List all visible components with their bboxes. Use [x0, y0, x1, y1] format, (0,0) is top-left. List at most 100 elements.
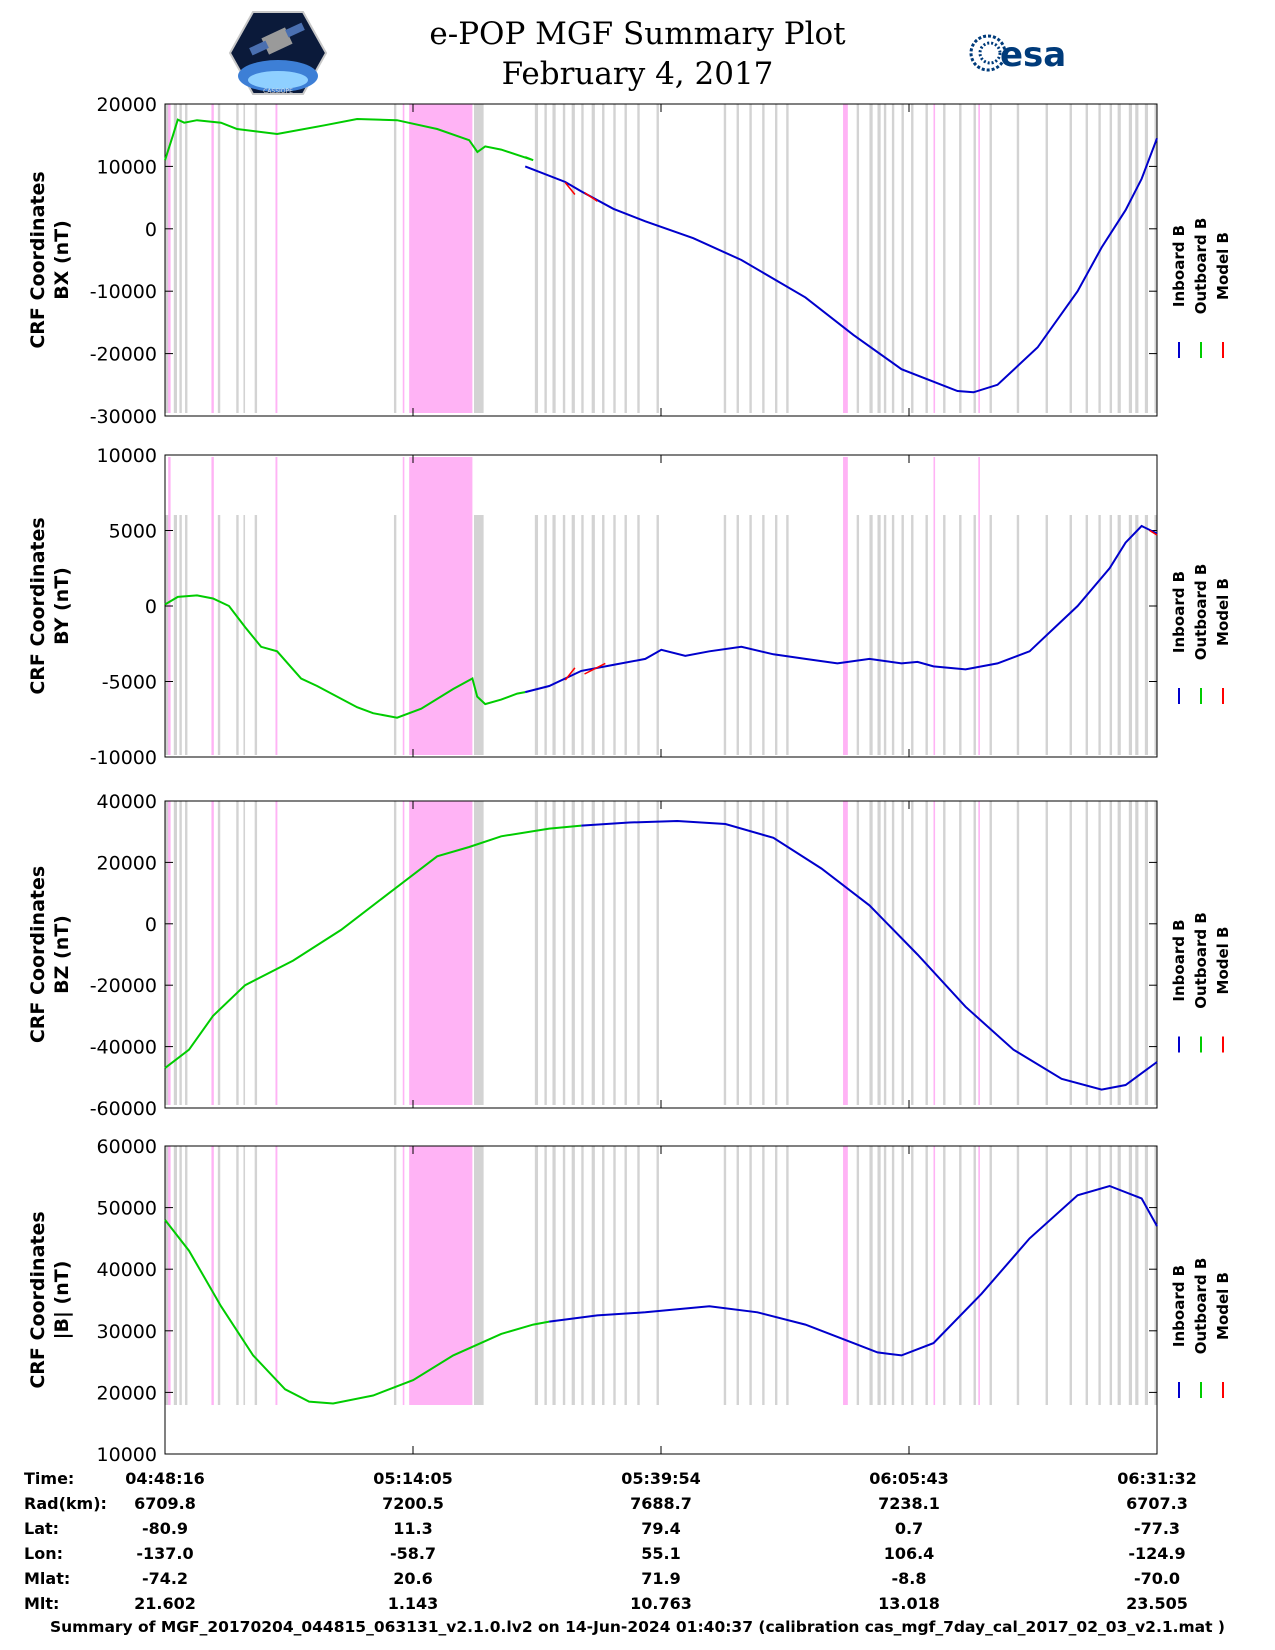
- gray-band: [165, 104, 170, 413]
- gray-band: [911, 515, 914, 755]
- legend-label: Outboard B: [1192, 564, 1210, 661]
- pink-band: [843, 104, 848, 413]
- pink-band: [409, 1146, 473, 1405]
- y-axis-label-line: CRF Coordinates: [27, 171, 49, 348]
- gray-band: [637, 104, 640, 413]
- legend-label: Model B: [1214, 927, 1232, 995]
- gray-band: [602, 515, 605, 755]
- footer-caption: Summary of MGF_20170204_044815_063131_v2…: [49, 1618, 1226, 1636]
- gray-band: [393, 1146, 397, 1405]
- gray-band: [1016, 1146, 1020, 1405]
- gray-band: [544, 1146, 547, 1405]
- inboard-b-line: [524, 524, 1158, 694]
- gray-band: [891, 104, 895, 413]
- y-tick-label: 10000: [97, 156, 157, 178]
- gray-band: [591, 104, 595, 413]
- legend-label: Model B: [1214, 1272, 1232, 1340]
- outboard-b-line: [164, 1219, 550, 1405]
- gray-band: [973, 1146, 976, 1405]
- gray-band: [774, 104, 778, 413]
- table-cell: 05:14:05: [373, 1469, 453, 1488]
- panel-bz-group: 40000 20000 0 -20000 -40000 -60000 CRF Coordin…: [27, 791, 1232, 1120]
- gray-band: [562, 1146, 566, 1405]
- pink-band: [933, 1146, 936, 1405]
- y-tick-label: 0: [145, 914, 157, 936]
- model-b-line: [584, 662, 606, 675]
- gray-band: [217, 1146, 221, 1405]
- y-tick-label: 30000: [97, 1321, 157, 1343]
- pink-band: [275, 457, 278, 755]
- gray-band: [165, 515, 170, 755]
- gray-band: [1135, 104, 1139, 413]
- gray-band: [943, 515, 946, 755]
- y-tick-label: 10000: [97, 445, 157, 467]
- gray-band: [243, 1146, 246, 1405]
- gray-band: [254, 515, 258, 755]
- legend-label: Model B: [1214, 232, 1232, 300]
- gray-band: [736, 801, 739, 1105]
- pink-band: [211, 1146, 214, 1405]
- gray-band: [869, 515, 873, 755]
- gray-band: [1154, 1146, 1157, 1405]
- pink-band: [275, 801, 278, 1105]
- gray-band: [243, 801, 246, 1105]
- outboard-b-line: [164, 824, 582, 1069]
- gray-band: [637, 1146, 640, 1405]
- model-b-line: [584, 191, 598, 202]
- gray-band: [236, 515, 239, 755]
- gray-band: [959, 515, 962, 755]
- gray-band: [973, 104, 976, 413]
- pink-band: [402, 801, 405, 1105]
- y-tick-label: 20000: [97, 1382, 157, 1404]
- table-cell: 06:31:32: [1117, 1469, 1197, 1488]
- gray-band: [959, 104, 962, 413]
- gray-band: [877, 1146, 881, 1405]
- gray-band: [534, 515, 539, 755]
- table-cell: 6707.3: [1126, 1494, 1188, 1513]
- gray-band: [856, 1146, 860, 1405]
- table-cell: 06:05:43: [869, 1469, 949, 1488]
- pink-band: [211, 104, 214, 413]
- table-cell: -8.8: [892, 1569, 927, 1588]
- panel-b-group: 60000 50000 40000 30000 20000 10000 CRF Coordi…: [27, 1136, 1232, 1466]
- gray-band: [723, 1146, 727, 1405]
- gray-band: [544, 104, 547, 413]
- table-cell: -70.0: [1134, 1569, 1180, 1588]
- gray-band: [749, 104, 752, 413]
- table-cell: 7238.1: [878, 1494, 940, 1513]
- y-tick-label: -60000: [90, 1098, 157, 1120]
- gray-band: [883, 1146, 887, 1405]
- inboard-b-line: [524, 137, 1158, 394]
- gray-band: [544, 801, 547, 1105]
- gray-band: [1128, 801, 1133, 1105]
- table-cell: 04:48:16: [125, 1469, 205, 1488]
- gray-band: [723, 515, 727, 755]
- pink-band: [843, 457, 848, 755]
- gray-band: [1128, 515, 1133, 755]
- pink-band: [843, 1146, 848, 1405]
- gray-band: [869, 104, 873, 413]
- esa-logo-text: esa: [1000, 35, 1066, 75]
- svg-text:CASSIOPE: CASSIOPE: [263, 88, 293, 95]
- gray-band: [1128, 104, 1133, 413]
- table-cell: 7200.5: [382, 1494, 444, 1513]
- gray-band: [1109, 801, 1113, 1105]
- gray-band: [613, 104, 616, 413]
- gray-band: [602, 104, 605, 413]
- table-cell: -124.9: [1128, 1544, 1185, 1563]
- gray-band: [254, 1146, 258, 1405]
- gray-band: [1154, 801, 1157, 1105]
- gray-band: [637, 515, 640, 755]
- gray-band: [243, 104, 246, 413]
- pink-band: [933, 801, 936, 1105]
- table-cell: 11.3: [393, 1519, 432, 1538]
- gray-band: [624, 515, 627, 755]
- gray-band: [762, 104, 765, 413]
- gray-band: [1098, 1146, 1101, 1405]
- gray-band: [179, 1146, 182, 1405]
- gray-band: [591, 1146, 595, 1405]
- gray-band: [925, 1146, 928, 1405]
- esa-logo: esa: [969, 34, 1066, 75]
- gray-band: [736, 1146, 739, 1405]
- table-row-label: Mlat:: [24, 1569, 70, 1588]
